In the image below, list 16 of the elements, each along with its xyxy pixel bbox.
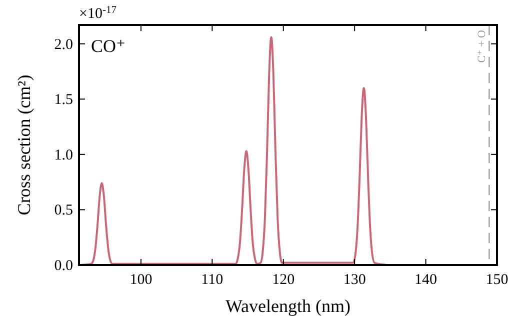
x-tick-label: 130 — [343, 272, 366, 288]
y-tick-label: 1.0 — [54, 147, 73, 164]
x-tick-label: 140 — [414, 272, 438, 288]
x-tick-label: 150 — [486, 272, 508, 288]
y-axis-title: Cross section (cm²) — [14, 74, 34, 216]
annotation: CO⁺ — [91, 36, 126, 56]
x-tick-label: 100 — [130, 272, 152, 288]
y-tick-label: 1.5 — [54, 92, 73, 108]
x-tick-label: 120 — [272, 272, 295, 288]
x-tick-label: 110 — [201, 272, 224, 288]
y-tick-label: 2.0 — [54, 36, 73, 53]
y-tick-label: 0.0 — [54, 258, 73, 274]
ref-line-label: C⁺ + O — [476, 30, 488, 63]
y-tick-label: 0.5 — [54, 202, 73, 219]
text: ×10$^{-17}$ — [79, 4, 116, 22]
x-axis-title: Wavelength (nm) — [225, 296, 351, 316]
